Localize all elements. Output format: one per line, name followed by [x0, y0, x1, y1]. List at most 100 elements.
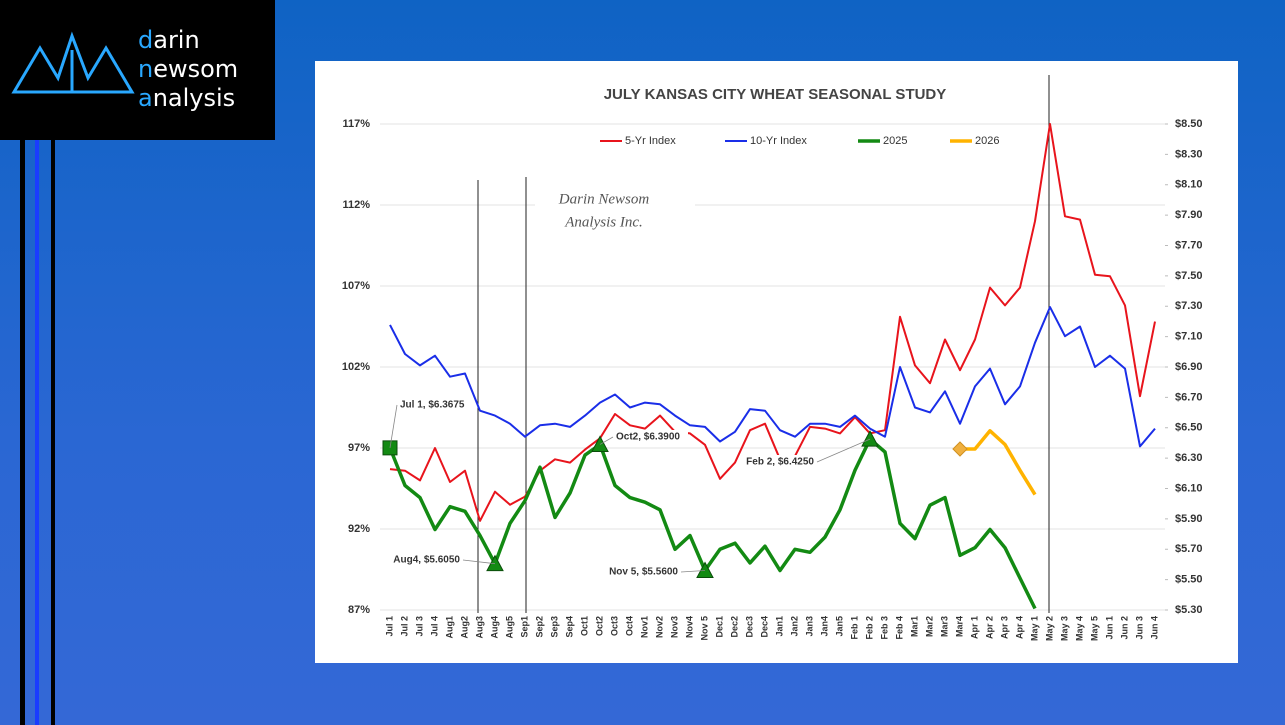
- y2-tick-label: $5.70: [1175, 543, 1203, 555]
- x-tick-label: Jan4: [819, 616, 829, 637]
- decor-stripe: [20, 140, 25, 725]
- point-marker: [696, 561, 714, 579]
- x-tick-label: Aug1: [444, 616, 454, 639]
- annotation-leader: [816, 438, 871, 463]
- annotation-bg: [606, 565, 678, 579]
- x-tick-label: Apr 1: [969, 616, 979, 639]
- annotation-bg: [388, 553, 460, 567]
- x-tick-label: Aug4: [489, 616, 499, 639]
- x-tick-label: Nov2: [654, 616, 664, 638]
- x-tick-label: Jul 1: [384, 616, 394, 637]
- annotation: Oct2, $6.3900: [616, 432, 680, 443]
- series-line: [388, 437, 1037, 610]
- x-tick-label: Jan3: [804, 616, 814, 637]
- x-tick-label: Jan5: [834, 616, 844, 637]
- annotation-bg: [742, 455, 814, 469]
- y-tick-label: 97%: [348, 442, 370, 454]
- x-tick-label: Jun 4: [1149, 616, 1159, 640]
- x-tick-label: May 2: [1044, 616, 1054, 641]
- x-tick-label: Feb 1: [849, 616, 859, 640]
- x-tick-label: May 5: [1089, 616, 1099, 641]
- decor-stripe: [51, 140, 55, 725]
- y2-tick-label: $7.50: [1175, 270, 1203, 282]
- x-tick-label: Sep2: [534, 616, 544, 638]
- x-tick-label: Oct2: [594, 616, 604, 636]
- x-tick-label: Nov1: [639, 616, 649, 638]
- x-tick-label: Feb 4: [894, 616, 904, 640]
- logo-word: newsom: [138, 55, 239, 83]
- y-tick-label: 92%: [348, 523, 370, 535]
- x-tick-label: May 3: [1059, 616, 1069, 641]
- y-tick-label: 117%: [342, 118, 370, 130]
- x-tick-label: Sep3: [549, 616, 559, 638]
- annotation: Jul 1, $6.3675: [400, 400, 465, 411]
- x-tick-label: Mar1: [909, 616, 919, 637]
- chart-title: JULY KANSAS CITY WHEAT SEASONAL STUDY: [604, 86, 947, 103]
- x-tick-label: Jan2: [789, 616, 799, 637]
- decor-stripe: [35, 140, 39, 725]
- watermark: Darin Newsom: [558, 191, 650, 207]
- x-tick-label: Apr 4: [1014, 616, 1024, 639]
- watermark: Analysis Inc.: [564, 214, 642, 230]
- logo: darin newsom analysis: [0, 0, 275, 140]
- x-tick-label: Jul 3: [414, 616, 424, 637]
- y2-tick-label: $8.10: [1175, 179, 1203, 191]
- series-line: [960, 429, 1037, 496]
- watermark-box: [535, 180, 695, 240]
- y2-tick-label: $8.50: [1175, 118, 1203, 130]
- annotation: Feb 2, $6.4250: [746, 457, 814, 468]
- x-tick-label: Mar4: [954, 616, 964, 637]
- x-tick-label: Jun 3: [1134, 616, 1144, 640]
- annotation-leader: [389, 404, 398, 448]
- annotation-leader: [680, 570, 706, 573]
- x-tick-label: Aug5: [504, 616, 514, 639]
- point-marker: [591, 435, 609, 452]
- x-tick-label: Mar2: [924, 616, 934, 637]
- logo-word: analysis: [138, 84, 236, 112]
- x-tick-label: Nov4: [684, 616, 694, 638]
- x-tick-label: Dec3: [744, 616, 754, 638]
- legend-label: 2025: [883, 135, 907, 147]
- y2-tick-label: $6.10: [1175, 482, 1203, 494]
- y-tick-label: 107%: [342, 280, 370, 292]
- y-tick-label: 87%: [348, 604, 370, 616]
- legend-label: 2026: [975, 135, 999, 147]
- annotation-bg: [400, 398, 472, 412]
- logo-mark: [11, 31, 135, 94]
- chart-panel: [315, 61, 1238, 663]
- y-tick-label: 102%: [342, 361, 370, 373]
- x-tick-label: Jul 2: [399, 616, 409, 637]
- y2-tick-label: $5.90: [1175, 513, 1203, 525]
- y2-tick-label: $6.30: [1175, 452, 1203, 464]
- x-tick-label: Dec1: [714, 616, 724, 638]
- y2-tick-label: $7.70: [1175, 239, 1203, 251]
- y2-tick-label: $6.50: [1175, 422, 1203, 434]
- x-tick-label: Sep4: [564, 616, 574, 638]
- x-tick-label: Aug2: [459, 616, 469, 639]
- x-tick-label: Oct3: [609, 616, 619, 636]
- y2-tick-label: $5.30: [1175, 604, 1203, 616]
- point-marker: [952, 441, 968, 457]
- x-tick-label: Sep1: [519, 616, 529, 638]
- x-tick-label: Aug3: [474, 616, 484, 639]
- series-line: [389, 123, 1156, 522]
- annotation: Aug4, $5.6050: [393, 555, 460, 566]
- annotation-bg: [616, 430, 688, 444]
- x-tick-label: Dec2: [729, 616, 739, 638]
- x-tick-label: Jun 2: [1119, 616, 1129, 640]
- y2-tick-label: $8.30: [1175, 148, 1203, 160]
- x-tick-label: Jun 1: [1104, 616, 1114, 640]
- x-tick-label: Mar3: [939, 616, 949, 637]
- annotation-leader: [462, 559, 496, 565]
- x-tick-label: Jul 4: [429, 616, 439, 637]
- x-tick-label: Apr 2: [984, 616, 994, 639]
- x-tick-label: Nov 5: [699, 616, 709, 641]
- legend-label: 5-Yr Index: [625, 135, 676, 147]
- x-tick-label: Apr 3: [999, 616, 1009, 639]
- x-tick-label: Feb 2: [864, 616, 874, 640]
- logo-word: darin: [138, 26, 200, 54]
- x-tick-label: May 1: [1029, 616, 1039, 641]
- annotation-leader: [599, 436, 614, 445]
